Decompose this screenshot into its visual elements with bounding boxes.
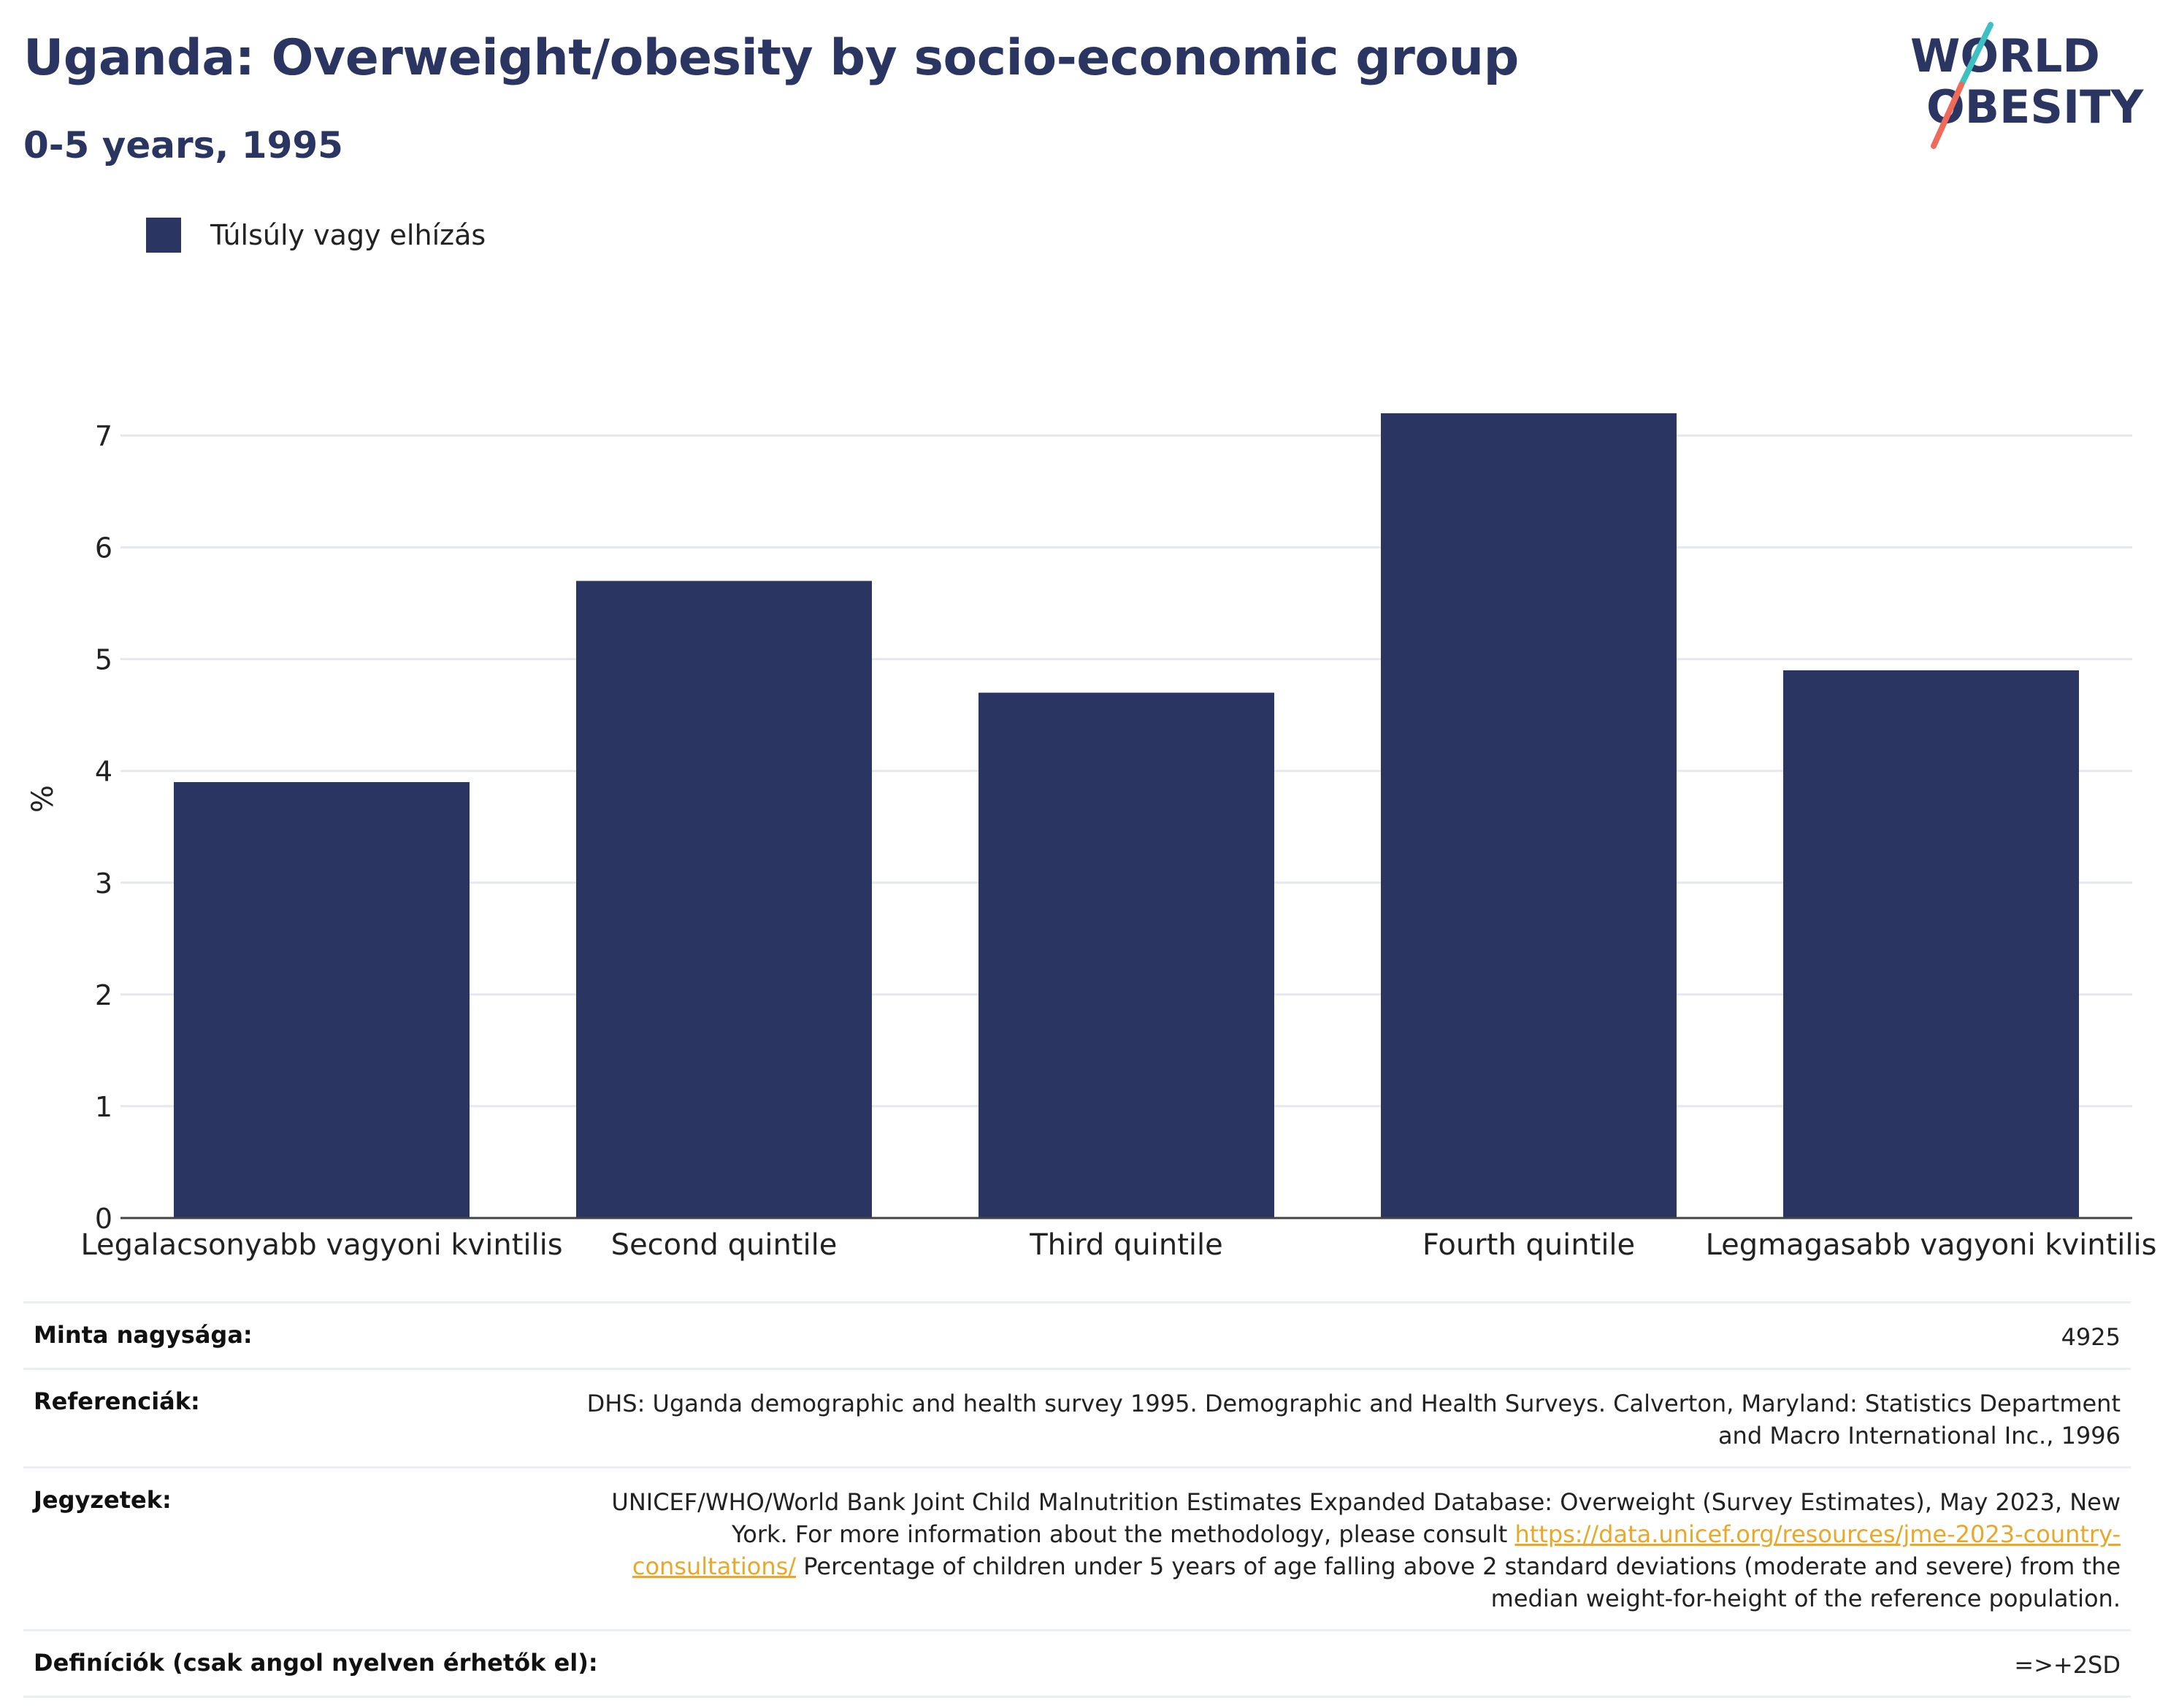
- definitions-value: =>+2SD: [2014, 1651, 2121, 1679]
- notes-text-after: Percentage of children under 5 years of …: [796, 1552, 2121, 1612]
- info-row-notes: Jegyzetek: UNICEF/WHO/World Bank Joint C…: [23, 1466, 2131, 1629]
- legend-label: Túlsúly vagy elhízás: [210, 219, 486, 251]
- y-tick-label: 2: [95, 979, 112, 1011]
- info-table: Minta nagysága: 4925 Referenciák: DHS: U…: [23, 1301, 2131, 1698]
- y-tick-label: 5: [95, 644, 112, 676]
- y-tick-label: 6: [95, 532, 112, 564]
- bar-1: [576, 581, 872, 1218]
- logo-text-obesity: OBESITY: [1926, 80, 2144, 134]
- notes-link[interactable]: https://data.unicef.org/resources/jme-20…: [632, 1520, 2121, 1580]
- definitions-label: Definíciók (csak angol nyelven érhetők e…: [34, 1649, 598, 1677]
- y-tick-label: 1: [95, 1091, 112, 1123]
- y-tick-label: 7: [95, 421, 112, 453]
- bar-0: [174, 782, 470, 1218]
- x-tick-label: Third quintile: [1029, 1228, 1222, 1262]
- x-tick-label: Legmagasabb vagyoni kvintilis: [1706, 1228, 2157, 1262]
- references-label: Referenciák:: [34, 1387, 200, 1415]
- legend-swatch: [146, 218, 181, 253]
- references-value: DHS: Uganda demographic and health surve…: [586, 1390, 2121, 1449]
- info-row-definitions: Definíciók (csak angol nyelven érhetők e…: [23, 1629, 2131, 1698]
- world-obesity-logo[interactable]: WORLD OBESITY: [1906, 20, 2147, 152]
- bar-2: [978, 692, 1274, 1218]
- y-tick-label: 3: [95, 868, 112, 900]
- info-row-references: Referenciák: DHS: Uganda demographic and…: [23, 1368, 2131, 1466]
- chart-subtitle: 0-5 years, 1995: [23, 124, 343, 166]
- sample-size-value: 4925: [2061, 1323, 2121, 1351]
- notes-text-before: UNICEF/WHO/World Bank Joint Child Malnut…: [611, 1488, 2121, 1548]
- notes-label: Jegyzetek:: [34, 1486, 172, 1514]
- y-axis-label: %: [26, 785, 60, 813]
- logo-text-world: WORLD: [1910, 29, 2100, 83]
- notes-value: UNICEF/WHO/World Bank Joint Child Malnut…: [580, 1486, 2121, 1615]
- logo-slash-teal: [1958, 22, 1994, 88]
- bar-chart: 0 1 2 3 4 5 6 7% Legalacsonyabb vagyoni kvintili…: [26, 413, 2157, 1262]
- x-tick-label: Second quintile: [611, 1228, 838, 1262]
- y-tick-label: 4: [95, 756, 112, 788]
- chart-legend[interactable]: Túlsúly vagy elhízás: [146, 218, 486, 253]
- y-tick-label: 0: [95, 1203, 112, 1235]
- info-row-sample-size: Minta nagysága: 4925: [23, 1301, 2131, 1368]
- x-tick-label: Legalacsonyabb vagyoni kvintilis: [80, 1228, 562, 1262]
- bar-3: [1381, 413, 1677, 1219]
- bar-4: [1783, 670, 2079, 1218]
- chart-title: Uganda: Overweight/obesity by socio-econ…: [23, 29, 1519, 87]
- sample-size-label: Minta nagysága:: [34, 1321, 253, 1349]
- logo-slash-coral: [1931, 82, 1964, 149]
- x-tick-label: Fourth quintile: [1422, 1228, 1635, 1262]
